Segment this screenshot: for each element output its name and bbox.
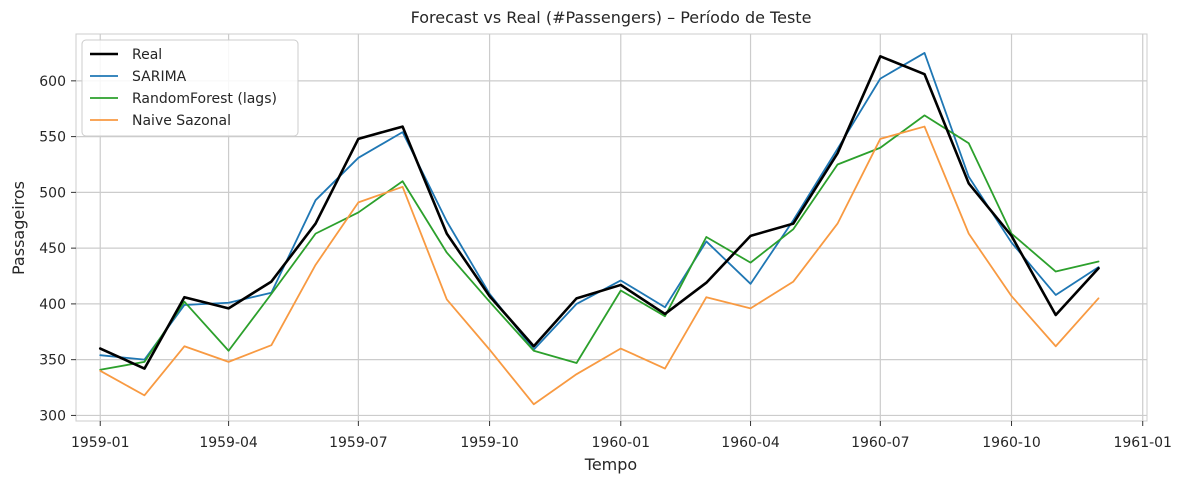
x-tick-labels: 1959-01 1959-04 1959-07 1959-10 1960-01 1960-… bbox=[71, 421, 1172, 451]
y-tick-label: 300 bbox=[39, 408, 66, 424]
y-tick-label: 500 bbox=[39, 185, 66, 201]
y-tick-labels: 300 350 400 450 500 550 600 bbox=[39, 74, 76, 424]
series-line-randomforest-lags bbox=[99, 114, 1100, 371]
legend-label: Naive Sazonal bbox=[132, 113, 231, 129]
y-tick-label: 600 bbox=[39, 74, 66, 90]
series-layer bbox=[98, 52, 1100, 406]
y-tick-label: 550 bbox=[39, 130, 66, 146]
series-line-naive-sazonal bbox=[99, 125, 1100, 406]
legend-label: Real bbox=[132, 47, 162, 63]
chart-title: Forecast vs Real (#Passengers) – Período… bbox=[411, 8, 812, 27]
x-tick-label: 1960-07 bbox=[851, 435, 910, 451]
legend-label: RandomForest (lags) bbox=[132, 91, 277, 107]
y-tick-label: 350 bbox=[39, 353, 66, 369]
x-axis-title: Tempo bbox=[584, 455, 637, 474]
x-tick-label: 1959-07 bbox=[329, 435, 388, 451]
x-tick-label: 1959-10 bbox=[460, 435, 519, 451]
plot-frame bbox=[75, 33, 1148, 422]
x-tick-label: 1959-04 bbox=[199, 435, 258, 451]
y-tick-label: 400 bbox=[39, 297, 66, 313]
x-tick-label: 1960-01 bbox=[592, 435, 651, 451]
x-tick-label: 1960-04 bbox=[721, 435, 780, 451]
legend-label: SARIMA bbox=[132, 69, 187, 85]
x-tick-label: 1959-01 bbox=[71, 435, 130, 451]
legend-box bbox=[81, 39, 299, 137]
x-tick-label: 1961-01 bbox=[1113, 435, 1172, 451]
y-tick-label: 450 bbox=[39, 241, 66, 257]
series-line-real bbox=[98, 55, 1100, 370]
x-tick-label: 1960-10 bbox=[982, 435, 1041, 451]
legend: Real SARIMA RandomForest (lags) Naive Sazon… bbox=[81, 39, 299, 137]
y-axis-title: Passageiros bbox=[9, 181, 28, 275]
